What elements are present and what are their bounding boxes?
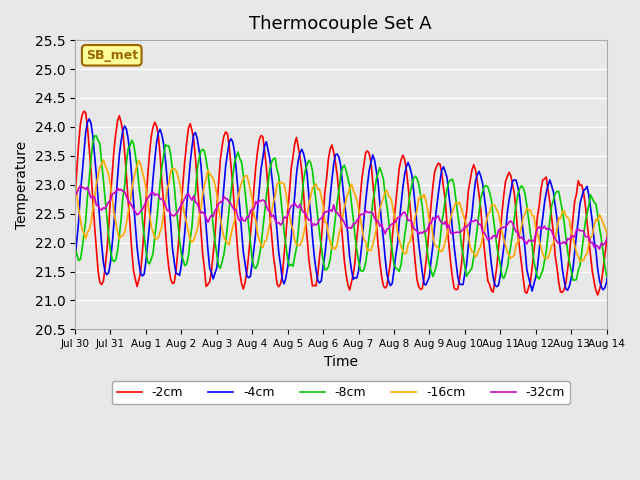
Line: -32cm: -32cm <box>75 186 640 252</box>
-8cm <box>71 245 79 251</box>
-2cm <box>472 167 479 173</box>
Line: -8cm: -8cm <box>75 136 640 281</box>
-8cm <box>472 240 479 246</box>
-32cm <box>71 193 79 199</box>
-8cm <box>569 277 577 283</box>
-4cm <box>71 256 79 262</box>
-2cm <box>80 108 88 114</box>
Title: Thermocouple Set A: Thermocouple Set A <box>250 15 432 33</box>
-16cm <box>537 245 545 251</box>
-2cm <box>636 256 640 262</box>
-32cm <box>636 243 640 249</box>
-16cm <box>71 180 79 186</box>
-8cm <box>154 201 162 207</box>
-2cm <box>154 132 162 138</box>
-16cm <box>636 228 640 234</box>
-32cm <box>365 210 373 216</box>
-16cm <box>479 235 486 240</box>
-16cm <box>100 157 108 163</box>
-4cm <box>479 180 486 186</box>
-32cm <box>154 192 162 197</box>
-2cm <box>569 216 577 221</box>
-8cm <box>537 272 545 277</box>
Line: -2cm: -2cm <box>75 111 640 295</box>
-4cm <box>569 267 577 273</box>
Text: SB_met: SB_met <box>86 49 138 62</box>
-16cm <box>365 247 373 252</box>
-4cm <box>636 289 640 295</box>
Line: -4cm: -4cm <box>75 119 640 294</box>
-2cm <box>71 192 79 198</box>
-8cm <box>636 263 640 268</box>
-16cm <box>569 235 577 240</box>
-32cm <box>472 217 479 223</box>
-4cm <box>472 179 479 184</box>
Line: -16cm: -16cm <box>75 160 640 263</box>
-32cm <box>628 250 636 255</box>
-4cm <box>154 130 162 136</box>
-32cm <box>569 233 577 239</box>
-4cm <box>537 228 545 233</box>
-4cm <box>365 168 373 173</box>
-16cm <box>154 235 162 240</box>
-16cm <box>612 260 620 266</box>
-16cm <box>472 254 479 260</box>
-8cm <box>92 133 100 139</box>
-32cm <box>479 229 486 235</box>
X-axis label: Time: Time <box>324 355 358 369</box>
-8cm <box>606 278 614 284</box>
Legend: -2cm, -4cm, -8cm, -16cm, -32cm: -2cm, -4cm, -8cm, -16cm, -32cm <box>111 381 570 404</box>
-2cm <box>365 151 373 156</box>
-2cm <box>594 292 602 298</box>
-4cm <box>85 116 93 122</box>
-2cm <box>537 186 545 192</box>
-32cm <box>537 226 545 232</box>
-4cm <box>635 291 640 297</box>
-8cm <box>479 189 486 195</box>
-32cm <box>77 183 84 189</box>
-2cm <box>479 228 486 234</box>
Y-axis label: Temperature: Temperature <box>15 141 29 229</box>
-8cm <box>365 233 373 239</box>
